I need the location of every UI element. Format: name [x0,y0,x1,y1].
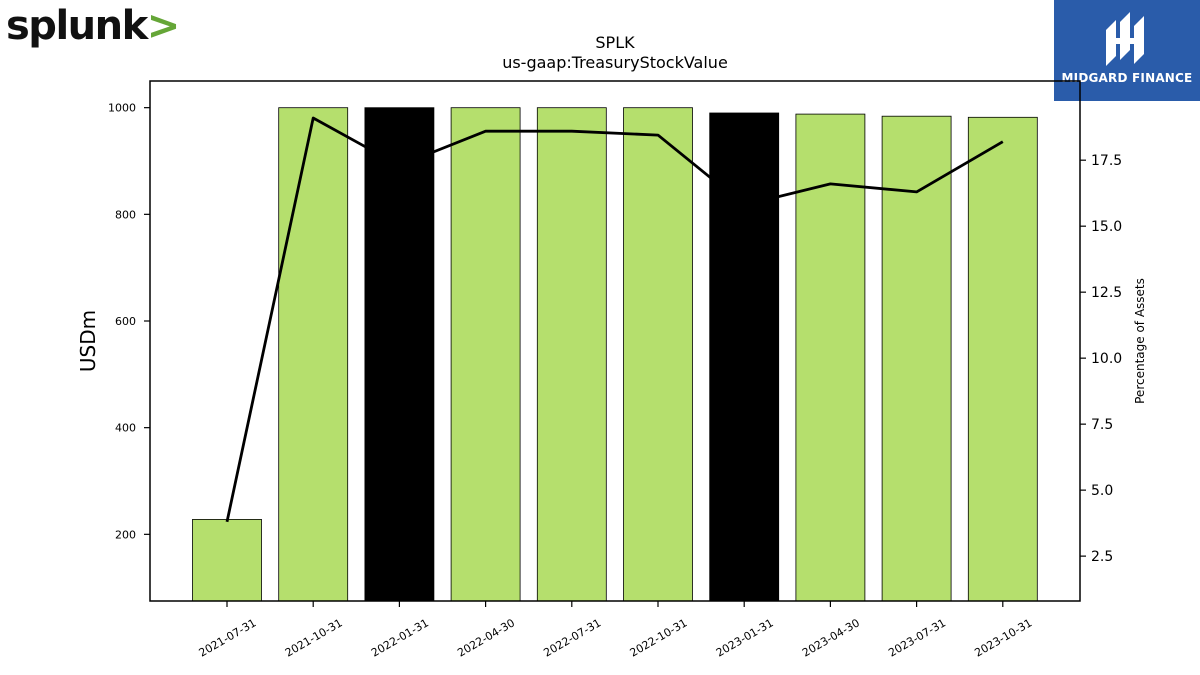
y2-axis-label: Percentage of Assets [1133,278,1147,404]
y2-tick-label: 17.5 [1091,153,1122,169]
chart-subtitle: us-gaap:TreasuryStockValue [502,53,728,72]
bar-2023-01-31 [709,112,780,602]
bar-2022-01-31 [364,107,435,602]
midgard-finance-label: MIDGARD FINANCE [1061,71,1193,85]
y-tick-label: 1000 [108,102,136,115]
right-axis: 2.5 5.0 7.5 10.0 12.5 15.0 17.5 [1080,153,1122,565]
y2-tick-label: 12.5 [1091,285,1122,301]
x-tick-label: 2021-07-31 [197,616,259,659]
x-tick-label: 2022-07-31 [541,616,603,659]
x-axis: 2021-07-31 2021-10-31 2022-01-31 2022-04-30… [197,601,1034,660]
bar-2021-07-31 [192,519,262,602]
splunk-logo: splunk> [6,2,180,50]
bar-2022-07-31 [536,107,607,602]
midgard-emblem-icon [1106,12,1144,66]
x-tick-label: 2023-10-31 [972,616,1034,659]
line-percentage-of-assets [225,116,1004,523]
x-tick-label: 2022-10-31 [628,616,690,659]
x-tick-label: 2023-04-30 [800,616,862,659]
x-tick-label: 2021-10-31 [283,616,345,659]
chart-title: SPLK [595,33,635,52]
bar-2022-10-31 [623,107,693,602]
bar-2022-04-30 [450,107,521,602]
x-tick-label: 2023-07-31 [886,616,948,659]
y-tick-label: 400 [115,422,136,435]
x-tick-label: 2022-01-31 [369,616,431,659]
bar-2023-10-31 [967,116,1038,602]
plot-frame [149,80,1081,602]
y2-tick-label: 2.5 [1091,549,1113,565]
y2-tick-label: 10.0 [1091,351,1122,367]
y-tick-label: 200 [115,528,136,541]
y-axis-label: USDm [76,310,100,372]
midgard-finance-logo: MIDGARD FINANCE [1054,0,1200,101]
x-tick-label: 2023-01-31 [714,616,776,659]
bar-2021-10-31 [278,107,349,602]
y-tick-label: 800 [115,208,136,221]
y2-tick-label: 7.5 [1091,417,1113,433]
splunk-chevron-icon: > [146,3,181,49]
splunk-wordmark: splunk [6,3,148,49]
y2-tick-label: 5.0 [1091,483,1113,499]
y2-tick-label: 15.0 [1091,219,1122,235]
left-axis: 200 400 600 800 1000 [108,102,150,541]
line-series [225,116,1004,523]
y-tick-label: 600 [115,315,136,328]
bar-series [192,107,1038,602]
x-tick-label: 2022-04-30 [455,616,517,659]
